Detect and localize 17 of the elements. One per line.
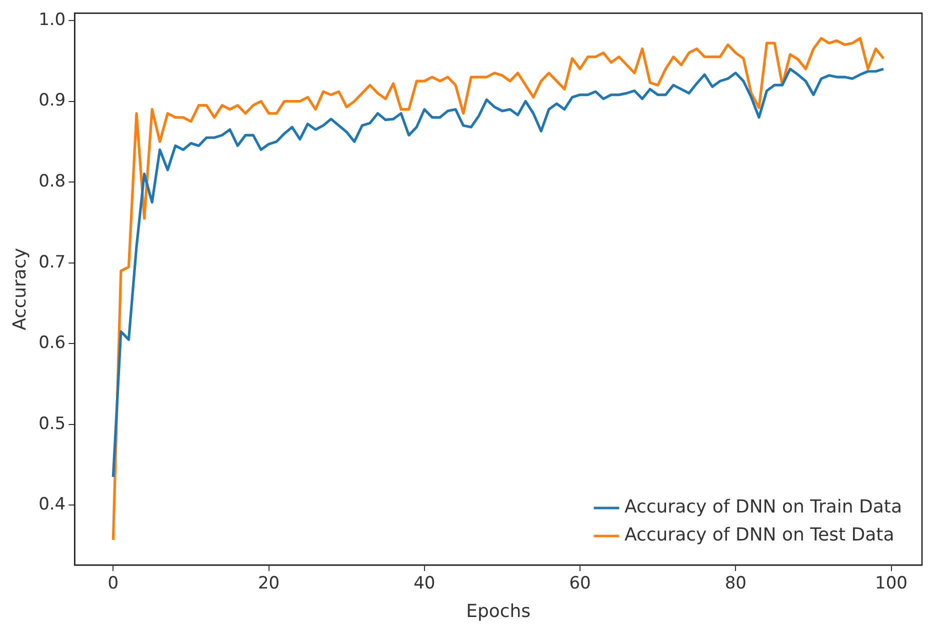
x-axis-title: Epochs — [466, 600, 531, 622]
legend-label: Accuracy of DNN on Train Data — [624, 496, 902, 518]
legend-label: Accuracy of DNN on Test Data — [624, 524, 894, 546]
y-axis-title: Accuracy — [9, 248, 30, 330]
y-tick-label: 0.5 — [38, 414, 66, 434]
y-tick-label: 1.0 — [38, 10, 66, 30]
y-tick-label: 0.7 — [38, 252, 66, 272]
x-tick-label: 40 — [414, 574, 436, 594]
x-tick-label: 20 — [258, 574, 280, 594]
x-tick-label: 60 — [569, 574, 591, 594]
y-tick-label: 0.9 — [38, 90, 66, 111]
y-tick-label: 0.8 — [38, 171, 66, 192]
y-tick-label: 0.6 — [38, 333, 66, 354]
y-tick-label: 0.4 — [38, 494, 66, 515]
x-tick-label: 100 — [875, 574, 908, 594]
x-tick-label: 80 — [724, 574, 746, 594]
x-tick-label: 0 — [108, 574, 119, 594]
